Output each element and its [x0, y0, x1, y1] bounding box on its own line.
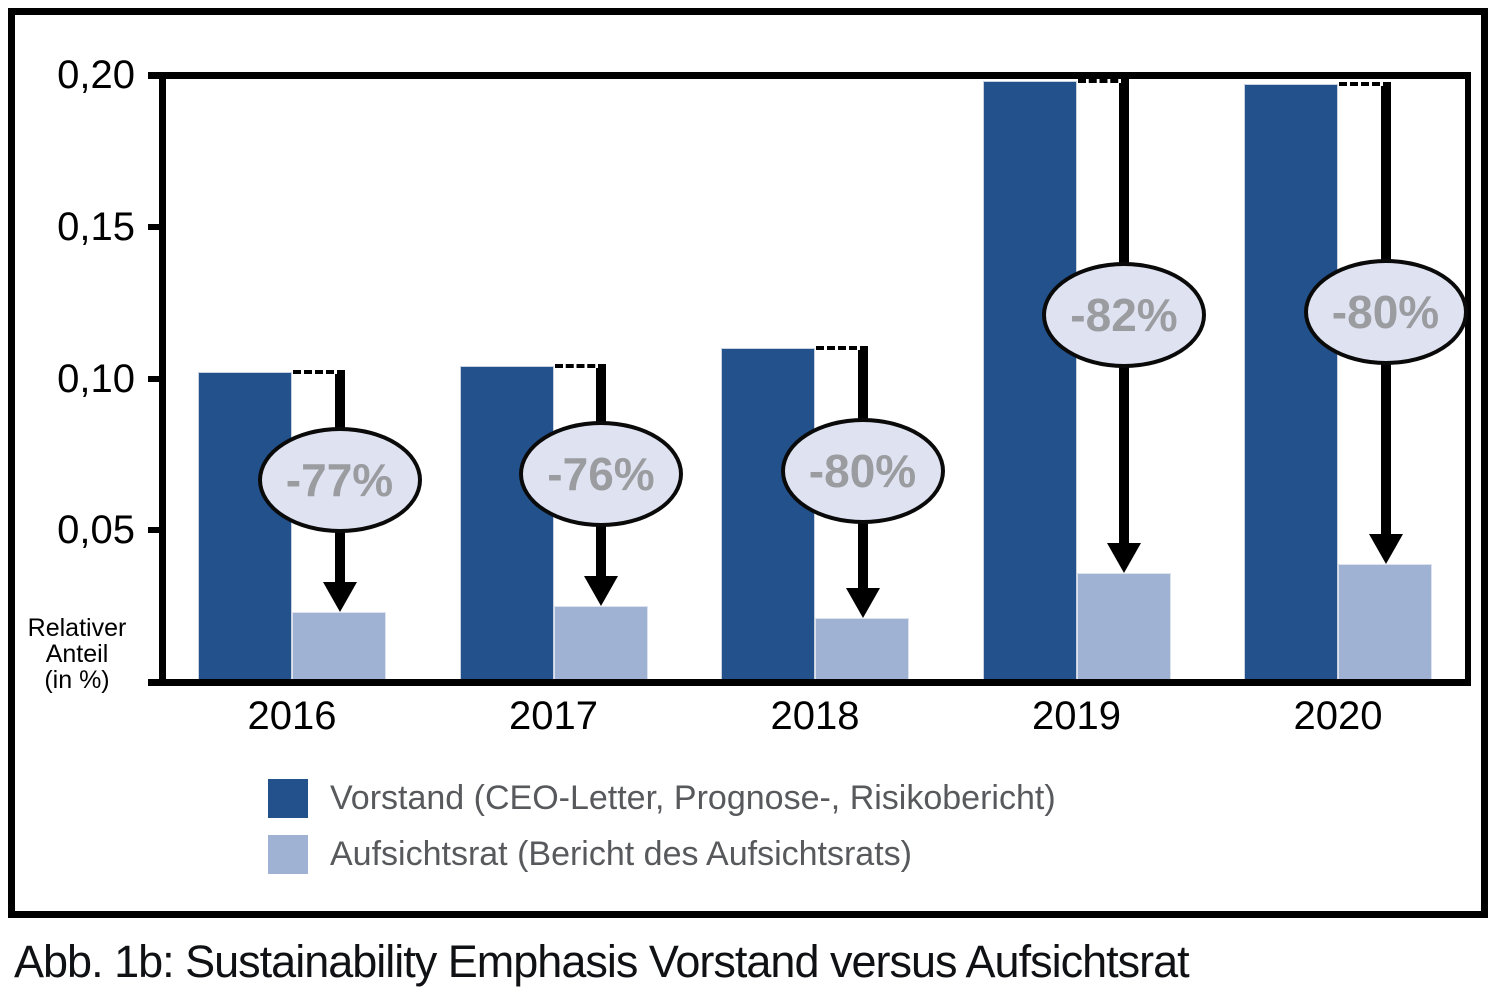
drop-arrow-head-icon-2018 — [845, 588, 880, 619]
y-axis-line — [159, 72, 166, 686]
drop-dashed-connector-2020 — [1339, 82, 1391, 87]
drop-percentage-ellipse-2017-text: -76% — [547, 448, 655, 501]
y-tick-label: 0,05 — [57, 508, 135, 553]
y-tick-label: 0,10 — [57, 356, 135, 401]
drop-dashed-connector-2019 — [1077, 79, 1129, 84]
y-axis-title: Relativer Anteil (in %) — [20, 615, 134, 693]
legend: Vorstand (CEO-Letter, Prognose-, Risikob… — [268, 779, 1056, 891]
x-axis-label-2020: 2020 — [1293, 694, 1383, 738]
drop-percentage-ellipse-2017: -76% — [519, 421, 683, 528]
drop-percentage-ellipse-2020: -80% — [1303, 258, 1468, 365]
drop-percentage-ellipse-2019: -82% — [1042, 261, 1206, 368]
drop-arrow-head-icon-2017 — [584, 576, 618, 607]
legend-item-aufsichtsrat: Aufsichtsrat (Bericht des Aufsichtsrats) — [268, 835, 1056, 874]
vorstand-swatch-icon — [268, 779, 308, 818]
legend-item-vorstand: Vorstand (CEO-Letter, Prognose-, Risikob… — [268, 779, 1056, 818]
y-tick-mark — [148, 375, 162, 382]
y-tick-label: 0,20 — [57, 53, 135, 97]
y-axis-title-line2: Anteil — [45, 640, 109, 668]
drop-percentage-ellipse-2018-text: -80% — [808, 445, 917, 498]
drop-dashed-connector-2018 — [816, 346, 868, 351]
aufsichtsrat-swatch-icon — [268, 835, 308, 874]
drop-arrow-head-icon-2019 — [1107, 542, 1141, 573]
bar-aufsichtsrat-2019 — [1076, 572, 1171, 683]
drop-percentage-ellipse-2018: -80% — [780, 418, 945, 525]
y-axis-title-line3: (in %) — [44, 666, 110, 694]
drop-dashed-connector-2017 — [554, 364, 606, 369]
drop-percentage-ellipse-2016: -77% — [257, 427, 422, 534]
bar-vorstand-2018 — [721, 348, 815, 683]
drop-dashed-connector-2016 — [293, 370, 345, 375]
drop-percentage-ellipse-2019-text: -82% — [1070, 288, 1178, 341]
y-tick-label: 0,15 — [57, 204, 135, 249]
top-border-line — [148, 72, 1471, 79]
x-axis-label-2016: 2016 — [247, 694, 337, 738]
bar-aufsichtsrat-2018 — [815, 618, 909, 683]
bar-aufsichtsrat-2016 — [292, 612, 386, 683]
bar-vorstand-2017 — [459, 366, 554, 683]
x-axis-label-2019: 2019 — [1032, 694, 1121, 738]
drop-arrow-head-icon-2020 — [1368, 533, 1403, 564]
figure-caption: Abb. 1b: Sustainability Emphasis Vorstan… — [14, 936, 1190, 987]
legend-label-vorstand: Vorstand (CEO-Letter, Prognose-, Risikob… — [330, 779, 1056, 817]
drop-arrow-head-icon-2016 — [322, 582, 357, 613]
x-axis-label-2018: 2018 — [770, 694, 860, 738]
legend-label-aufsichtsrat: Aufsichtsrat (Bericht des Aufsichtsrats) — [330, 835, 912, 873]
y-tick-mark — [148, 527, 162, 534]
bar-vorstand-2016 — [198, 372, 292, 683]
drop-percentage-ellipse-2016-text: -77% — [285, 454, 394, 507]
bar-aufsichtsrat-2017 — [553, 606, 648, 683]
x-axis-label-2017: 2017 — [509, 694, 598, 738]
drop-percentage-ellipse-2020-text: -80% — [1331, 285, 1440, 338]
bar-aufsichtsrat-2020 — [1338, 563, 1432, 683]
bar-vorstand-2020 — [1244, 84, 1338, 683]
right-border-line — [1465, 72, 1471, 684]
x-axis-line — [148, 679, 1471, 686]
y-axis-title-line1: Relativer — [27, 614, 127, 642]
bar-vorstand-2019 — [982, 81, 1077, 683]
y-tick-mark — [148, 223, 162, 230]
